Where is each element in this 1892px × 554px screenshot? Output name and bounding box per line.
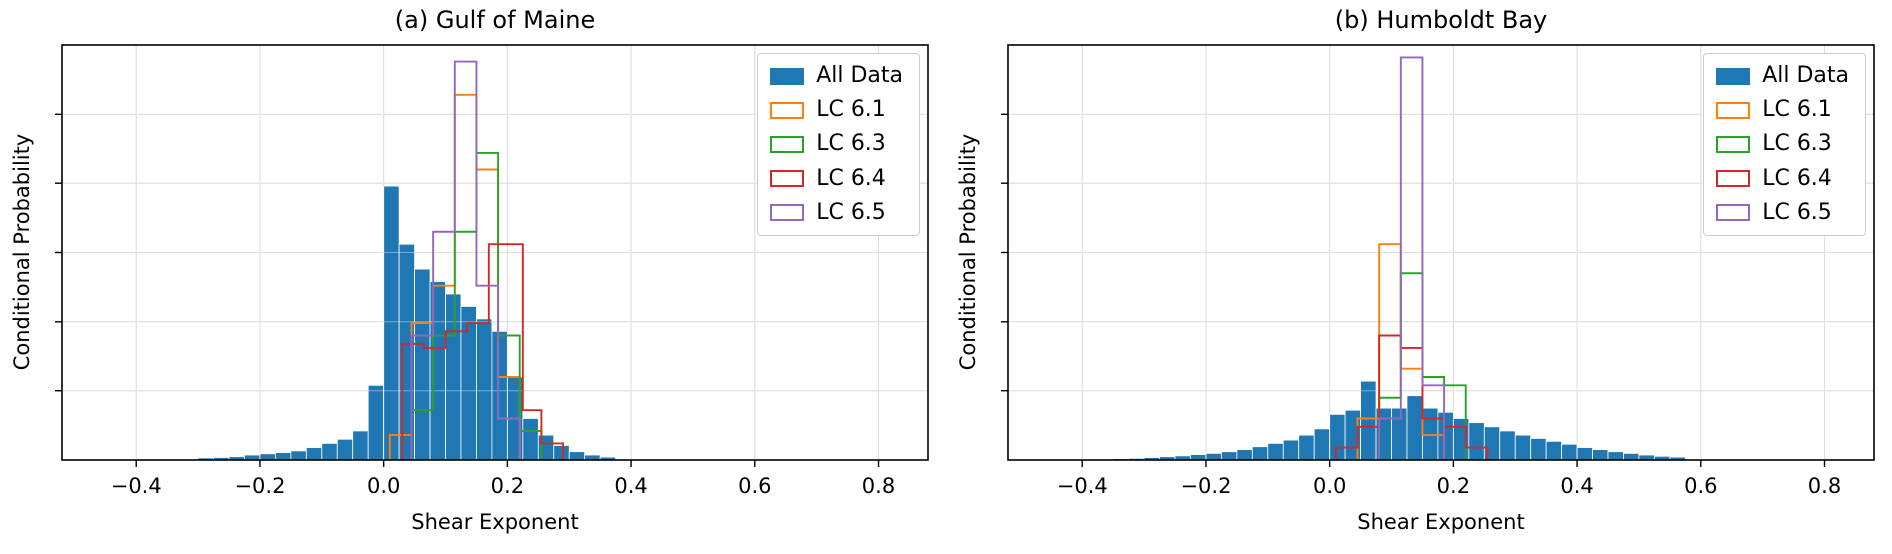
legend-swatch-lc-6-1 — [770, 101, 805, 119]
svg-text:0.4: 0.4 — [1560, 474, 1593, 498]
legend-label-lc-6-3: LC 6.3 — [1762, 131, 1832, 157]
legend-swatch-lc-6-5 — [1716, 204, 1751, 222]
legend-swatch-lc-6-3 — [770, 135, 805, 153]
legend-label-all-data: All Data — [816, 63, 903, 88]
legend-label-lc-6-4: LC 6.4 — [1762, 165, 1832, 191]
subplot-a-xlabel: Shear Exponent — [411, 510, 579, 534]
x-tick-labels: −0.4 −0.2 0.0 0.2 0.4 0.6 0.8 — [111, 474, 895, 498]
legend-label-lc-6-1: LC 6.1 — [816, 97, 886, 123]
svg-text:0.0: 0.0 — [367, 474, 400, 498]
tick-marks — [55, 113, 880, 467]
all-data-bars — [197, 185, 617, 461]
svg-text:−0.2: −0.2 — [234, 474, 285, 498]
legend-item-lc-6-3: LC 6.3 — [770, 132, 903, 156]
subplot-a: (a) Gulf of Maine Conditional Probabilit… — [10, 6, 929, 534]
subplot-a-legend: All Data LC 6.1 LC 6.3 LC 6.4 LC 6.5 — [757, 53, 920, 236]
legend-item-lc-6-5: LC 6.5 — [1716, 199, 1849, 225]
svg-text:0.2: 0.2 — [491, 474, 524, 498]
legend-item-lc-6-1: LC 6.1 — [770, 97, 903, 123]
legend-label-lc-6-5: LC 6.5 — [816, 199, 886, 225]
legend-label-all-data: All Data — [1762, 63, 1849, 88]
legend-item-lc-6-1: LC 6.1 — [1716, 97, 1849, 123]
svg-text:0.6: 0.6 — [1684, 474, 1717, 498]
legend-item-lc-6-5: LC 6.5 — [770, 199, 903, 225]
step-histogram-lc-6-4 — [1334, 334, 1489, 460]
subplot-b-plot-canvas: −0.4 −0.2 0.0 0.2 0.4 0.6 0.8 — [1001, 44, 1875, 498]
legend-label-lc-6-4: LC 6.4 — [816, 165, 886, 191]
svg-text:−0.2: −0.2 — [1180, 474, 1231, 498]
legend-item-lc-6-4: LC 6.4 — [1716, 165, 1849, 191]
legend-swatch-lc-6-4 — [770, 170, 805, 188]
all-data-bars — [1112, 380, 1686, 461]
legend-item-all-data: All Data — [770, 63, 903, 88]
svg-text:0.2: 0.2 — [1437, 474, 1470, 498]
svg-text:0.0: 0.0 — [1313, 474, 1346, 498]
svg-text:0.6: 0.6 — [738, 474, 771, 498]
legend-item-all-data: All Data — [1716, 63, 1849, 88]
x-tick-labels: −0.4 −0.2 0.0 0.2 0.4 0.6 0.8 — [1057, 474, 1841, 498]
subplot-a-title: (a) Gulf of Maine — [394, 6, 596, 34]
legend-item-lc-6-4: LC 6.4 — [770, 165, 903, 191]
legend-swatch-lc-6-3 — [1716, 135, 1751, 153]
legend-swatch-lc-6-4 — [1716, 170, 1751, 188]
step-histogram-lc-6-5 — [1378, 56, 1446, 460]
svg-text:−0.4: −0.4 — [111, 474, 162, 498]
legend-item-lc-6-3: LC 6.3 — [1716, 132, 1849, 156]
svg-text:0.4: 0.4 — [614, 474, 647, 498]
legend-label-lc-6-1: LC 6.1 — [1762, 97, 1832, 123]
subplot-b-title: (b) Humboldt Bay — [1334, 6, 1548, 34]
legend-swatch-all-data — [1716, 67, 1751, 85]
subplot-a-plot-canvas: −0.4 −0.2 0.0 0.2 0.4 0.6 0.8 — [55, 44, 929, 498]
svg-text:−0.4: −0.4 — [1057, 474, 1108, 498]
legend-label-lc-6-3: LC 6.3 — [816, 131, 886, 157]
subplot-b-xlabel: Shear Exponent — [1357, 510, 1525, 534]
subplot-b: (b) Humboldt Bay Conditional Probability… — [946, 0, 1892, 554]
step-histogram-lc-6-5 — [410, 60, 521, 460]
subplot-b-legend: All Data LC 6.1 LC 6.3 LC 6.4 LC 6.5 — [1703, 53, 1866, 236]
legend-swatch-all-data — [770, 67, 805, 85]
legend-swatch-lc-6-5 — [770, 204, 805, 222]
tick-marks — [1001, 113, 1826, 467]
svg-text:0.8: 0.8 — [1808, 474, 1841, 498]
step-histogram-lc-6-4 — [401, 243, 564, 460]
legend-label-lc-6-5: LC 6.5 — [1762, 199, 1832, 225]
svg-text:0.8: 0.8 — [862, 474, 895, 498]
legend-swatch-lc-6-1 — [1716, 101, 1751, 119]
